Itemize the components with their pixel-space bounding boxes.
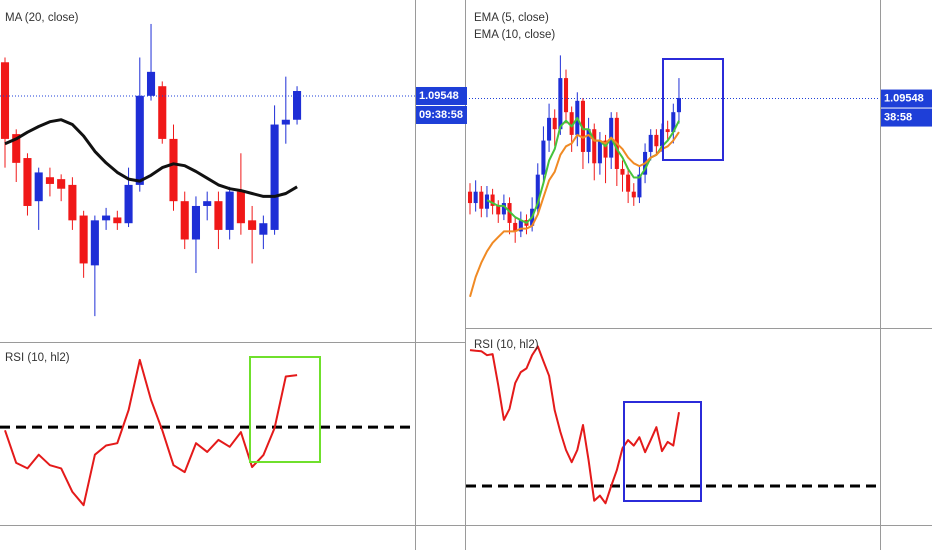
candle-body [592, 129, 597, 164]
series-line [469, 131, 680, 298]
candle-body [597, 140, 602, 164]
candle-body [569, 112, 574, 135]
last-price-box [416, 86, 467, 105]
candle-body [102, 215, 111, 221]
candle-body [169, 138, 178, 202]
candle-body [473, 191, 478, 204]
candle-body [479, 191, 484, 209]
candle-body [124, 184, 133, 224]
candle-body [518, 220, 523, 232]
candle-body [57, 179, 66, 189]
candle-body [214, 201, 223, 230]
candle-body [180, 201, 189, 240]
candle-body [467, 191, 473, 204]
last-price-label: 1.09548 [419, 90, 459, 102]
candle-body [626, 174, 631, 192]
countdown-label: 38:58 [884, 111, 912, 123]
countdown-box [416, 105, 467, 124]
candle-body [90, 220, 99, 266]
candle-body [501, 203, 506, 215]
candle-body [79, 215, 88, 264]
last-price-box [881, 89, 932, 108]
candle-body [34, 172, 43, 202]
last-price-label: 1.09548 [884, 92, 924, 104]
candle-body [547, 117, 552, 141]
candle-body [676, 97, 681, 113]
candle-body [552, 117, 557, 130]
candle-body [281, 119, 290, 125]
candle-body [654, 134, 659, 147]
legend-label: EMA (5, close) [474, 12, 549, 24]
legend-label: RSI (10, hl2) [474, 339, 539, 351]
candle-body [68, 184, 77, 221]
legend-label: EMA (10, close) [474, 29, 555, 41]
candle-body [563, 78, 569, 113]
candle-body [0, 62, 10, 139]
label-layer: MA (20, close) 1.09548 09:38:58 RSI (10, hl… [5, 12, 932, 364]
candle-body [580, 100, 585, 152]
candle-body [225, 191, 234, 230]
candle-body [637, 174, 642, 198]
countdown-label: 09:38:58 [419, 109, 463, 121]
candle-body [648, 134, 653, 152]
candle-body [496, 205, 501, 215]
candle-body [135, 95, 144, 185]
highlight-box [662, 58, 724, 161]
legend-label: RSI (10, hl2) [5, 352, 70, 364]
highlight-box [249, 356, 321, 463]
candle-body [631, 191, 636, 198]
candle-body [23, 158, 32, 206]
countdown-box [881, 108, 932, 127]
series-line [4, 118, 298, 198]
candle-body [158, 86, 167, 139]
candle-body [270, 124, 279, 230]
candle-body [236, 191, 245, 224]
highlight-box [623, 401, 702, 502]
candle-body [259, 223, 268, 235]
candle-body [620, 168, 625, 175]
series-line [4, 358, 298, 507]
candle-body [113, 217, 122, 224]
candle-body [248, 220, 257, 230]
candle-body [558, 78, 563, 130]
candle-body [191, 205, 201, 240]
candle-body [665, 129, 670, 133]
candle-body [603, 140, 608, 158]
series-line [469, 345, 680, 505]
candle-body [671, 112, 676, 133]
candle-body [293, 91, 302, 120]
candle-body [146, 71, 156, 96]
candle-body [586, 129, 591, 152]
candle-body [513, 222, 518, 232]
candle-body [541, 140, 546, 175]
candle-body [484, 194, 489, 209]
candle-body [203, 201, 212, 206]
candle-body [490, 194, 495, 206]
series-line [486, 116, 680, 224]
legend-label: MA (20, close) [5, 12, 79, 24]
candle-body [12, 134, 21, 163]
candle-body [535, 174, 540, 209]
candle-body [45, 177, 54, 184]
mark-layer [0, 23, 880, 507]
